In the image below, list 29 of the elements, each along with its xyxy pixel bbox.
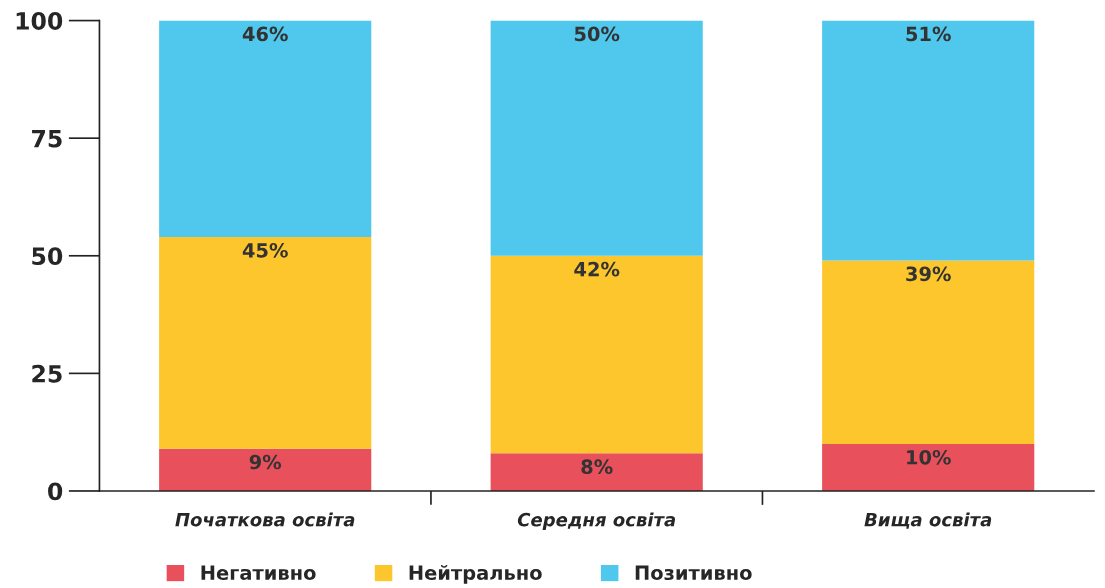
y-tick-label: 0 (48, 482, 63, 501)
legend-label: Негативно (201, 565, 316, 581)
data-label: 10% (907, 449, 951, 465)
bar (822, 443, 1035, 491)
x-tick-label: Вища освіта (864, 512, 992, 529)
data-label: 39% (906, 266, 951, 282)
y-tick-label: 100 (16, 12, 63, 30)
x-tick-label: Початкова освіта (175, 512, 355, 527)
data-label: 50% (574, 26, 620, 42)
bar (822, 260, 1035, 444)
y-tick-label: 25 (32, 364, 62, 383)
x-tick-label: Середня освіта (517, 512, 676, 530)
bar (822, 20, 1035, 261)
data-label: 9% (249, 454, 282, 470)
data-label: 8% (581, 459, 613, 475)
data-label: 51% (906, 26, 951, 42)
legend-label: Нейтрально (409, 564, 542, 584)
y-tick-label: 75 (32, 129, 62, 148)
bar (490, 255, 703, 454)
bar (490, 20, 703, 256)
data-label: 42% (574, 261, 620, 277)
y-tick-label: 50 (32, 247, 63, 266)
bar (159, 448, 372, 491)
bar (159, 20, 372, 237)
bar (490, 453, 703, 491)
bar (159, 236, 372, 449)
legend-label: Позитивно (635, 565, 752, 581)
data-label: 46% (242, 26, 288, 42)
data-label: 45% (242, 242, 288, 258)
